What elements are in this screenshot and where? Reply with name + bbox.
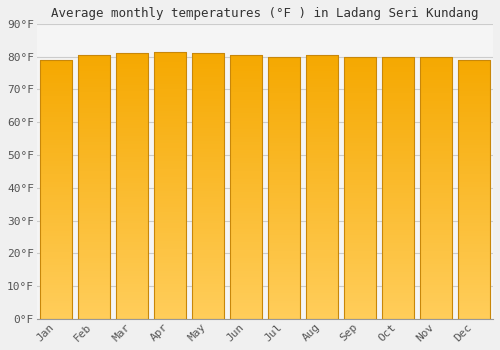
Title: Average monthly temperatures (°F ) in Ladang Seri Kundang: Average monthly temperatures (°F ) in La… <box>51 7 478 20</box>
